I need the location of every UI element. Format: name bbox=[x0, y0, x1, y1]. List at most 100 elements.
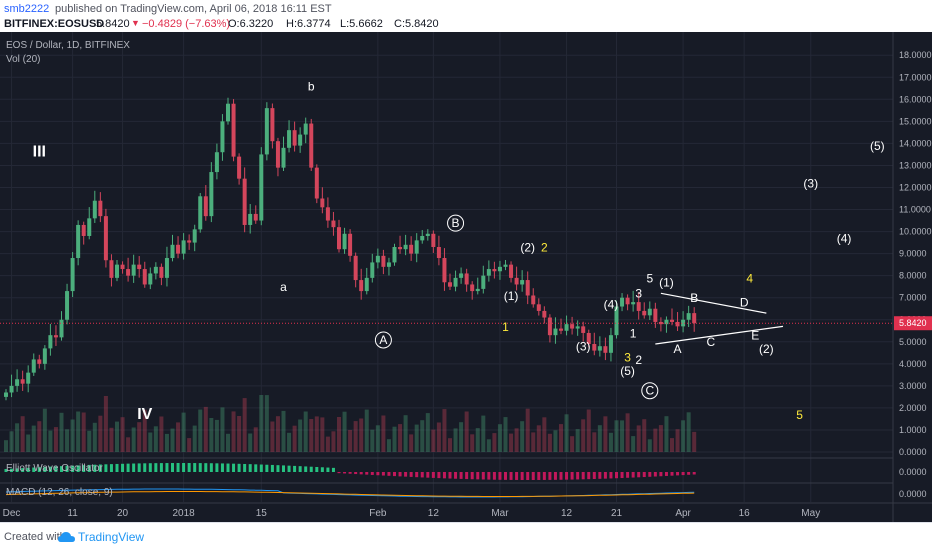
ewo-bar bbox=[465, 472, 469, 480]
ewo-bar bbox=[520, 472, 524, 480]
volume-bar bbox=[503, 417, 508, 452]
candle-body bbox=[364, 277, 369, 292]
candle-body bbox=[414, 240, 419, 254]
ewo-bar bbox=[609, 472, 613, 479]
volume-bar bbox=[647, 439, 652, 452]
candle-body bbox=[375, 255, 380, 263]
candle-body bbox=[503, 264, 508, 267]
ewo-bar bbox=[193, 463, 197, 472]
volume-bar bbox=[497, 424, 502, 452]
close-price: C:5.8420 bbox=[394, 18, 439, 30]
volume-bar bbox=[87, 430, 92, 452]
ewo-bar bbox=[598, 472, 602, 479]
volume-bar bbox=[181, 412, 186, 452]
y-tick-label: 12.0000 bbox=[899, 182, 932, 192]
candle-body bbox=[631, 302, 636, 305]
chart-area[interactable]: 18.0000 17.0000 16.0000 15.0000 14.0000 13.00… bbox=[0, 32, 932, 522]
instrument-label: EOS / Dollar, 1D, BITFINEX bbox=[6, 40, 130, 51]
volume-bar bbox=[492, 433, 497, 452]
candle-body bbox=[570, 324, 575, 329]
candle-body bbox=[575, 326, 580, 329]
candle-body bbox=[81, 224, 86, 236]
ewo-bar bbox=[226, 463, 230, 472]
volume-bar bbox=[203, 406, 208, 452]
ewo-bar bbox=[548, 472, 552, 480]
candle-body bbox=[176, 244, 181, 254]
price-chart[interactable]: 18.000017.000016.000015.000014.000013.00… bbox=[0, 32, 932, 522]
volume-bar bbox=[331, 431, 336, 452]
wave-label: (5) bbox=[620, 364, 635, 378]
tradingview-brand[interactable]: TradingView bbox=[78, 530, 145, 544]
candle-body bbox=[4, 392, 8, 397]
candle-body bbox=[331, 220, 336, 228]
ewo-bar bbox=[215, 463, 219, 472]
volume-bar bbox=[131, 427, 136, 452]
ewo-bar bbox=[687, 472, 691, 475]
volume-bar bbox=[270, 421, 275, 452]
candle-body bbox=[20, 379, 25, 384]
volume-bar bbox=[4, 440, 8, 452]
wave-label: D bbox=[740, 296, 749, 310]
ewo-bar bbox=[592, 472, 596, 479]
ewo-bar bbox=[648, 472, 652, 477]
ewo-bar bbox=[476, 472, 480, 480]
y-tick-label: 3.0000 bbox=[899, 381, 927, 391]
volume-bar bbox=[375, 425, 380, 452]
volume-bar bbox=[242, 398, 247, 452]
volume-bar bbox=[381, 415, 386, 452]
candle-body bbox=[497, 266, 502, 272]
ewo-bar bbox=[498, 472, 502, 480]
candle-body bbox=[675, 321, 680, 327]
ewo-bar bbox=[293, 465, 297, 472]
ewo-bar bbox=[448, 472, 452, 479]
candle-body bbox=[470, 284, 475, 292]
ewo-bar bbox=[26, 467, 30, 472]
candle-body bbox=[148, 273, 153, 285]
trend-line bbox=[655, 325, 784, 345]
ewo-bar bbox=[109, 464, 113, 472]
volume-bar bbox=[237, 416, 242, 452]
volume-bar bbox=[176, 422, 181, 452]
y-tick-label: 16.0000 bbox=[899, 94, 932, 104]
volume-bar bbox=[481, 415, 486, 452]
volume-bar bbox=[348, 430, 353, 452]
y-tick-label: 8.0000 bbox=[899, 271, 927, 281]
volume-bar bbox=[553, 430, 558, 452]
tradingview-cloud-icon bbox=[58, 532, 75, 542]
candle-body bbox=[459, 273, 464, 278]
author-link[interactable]: smb2222 bbox=[4, 3, 50, 15]
candle-body bbox=[253, 213, 258, 221]
wave-label: IV bbox=[137, 406, 152, 423]
candle-body bbox=[153, 266, 158, 274]
y-tick-label: 15.0000 bbox=[899, 116, 932, 126]
current-price-badge bbox=[894, 316, 932, 331]
ewo-bar bbox=[470, 472, 474, 480]
volume-bar bbox=[642, 419, 647, 452]
volume-bar bbox=[597, 425, 602, 452]
candle-body bbox=[109, 260, 114, 278]
volume-bar bbox=[614, 420, 619, 452]
wave-label: III bbox=[33, 144, 46, 161]
volume-bar bbox=[53, 427, 58, 452]
wave-label: b bbox=[308, 79, 315, 93]
ewo-bar bbox=[603, 472, 607, 479]
ewo-bar bbox=[276, 465, 280, 472]
candle-body bbox=[237, 156, 242, 179]
candle-body bbox=[87, 218, 92, 236]
candle-body bbox=[664, 319, 669, 325]
candle-body bbox=[309, 123, 314, 168]
ewo-bar bbox=[21, 468, 25, 472]
x-tick-label: 2018 bbox=[172, 508, 195, 519]
volume-bar bbox=[220, 407, 225, 452]
ewo-bar bbox=[15, 468, 19, 472]
wave-label: (2) bbox=[520, 240, 535, 254]
ewo-bar bbox=[32, 467, 36, 472]
ewo-bar bbox=[270, 464, 274, 472]
candle-body bbox=[270, 108, 275, 142]
wave-label: 4 bbox=[746, 271, 753, 285]
candle-body bbox=[353, 255, 358, 281]
volume-bar bbox=[259, 395, 264, 452]
candle-body bbox=[314, 167, 319, 199]
ewo-bar bbox=[93, 464, 97, 472]
ewo-bar bbox=[60, 466, 63, 472]
